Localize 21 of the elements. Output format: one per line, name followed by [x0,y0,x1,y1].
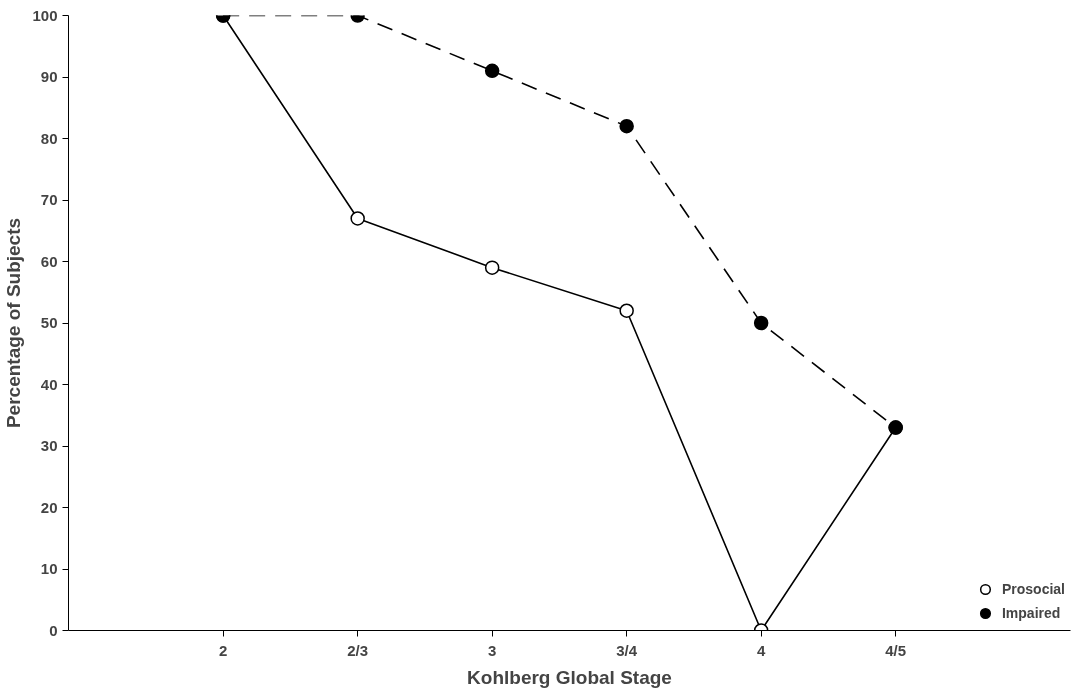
x-tick-label: 4 [756,641,766,659]
y-tick-label: 100 [32,6,58,24]
y-tick-label: 80 [40,129,58,147]
y-tick-label: 40 [40,375,58,393]
y-tick-label: 10 [40,560,58,577]
legend-label: Impaired [1001,605,1061,621]
y-tick-label: 90 [40,68,58,85]
legend-label: Prosocial [1001,581,1065,597]
x-tick-label: 2/3 [347,641,369,659]
x-tick-label: 3/4 [616,641,638,659]
x-tick-label: 4/5 [885,641,907,659]
y-axis-title: Percentage of Subjects [3,217,25,429]
y-tick-label: 70 [40,191,58,208]
x-tick-label: 2 [219,641,228,659]
y-tick-label: 20 [40,498,58,516]
x-tick-label: 3 [487,641,497,659]
y-tick-label: 0 [49,621,58,639]
y-tick-label: 60 [40,252,58,270]
x-axis-title: Kohlberg Global Stage [467,666,672,688]
y-tick-label: 30 [40,437,58,454]
y-tick-label: 50 [40,314,58,331]
